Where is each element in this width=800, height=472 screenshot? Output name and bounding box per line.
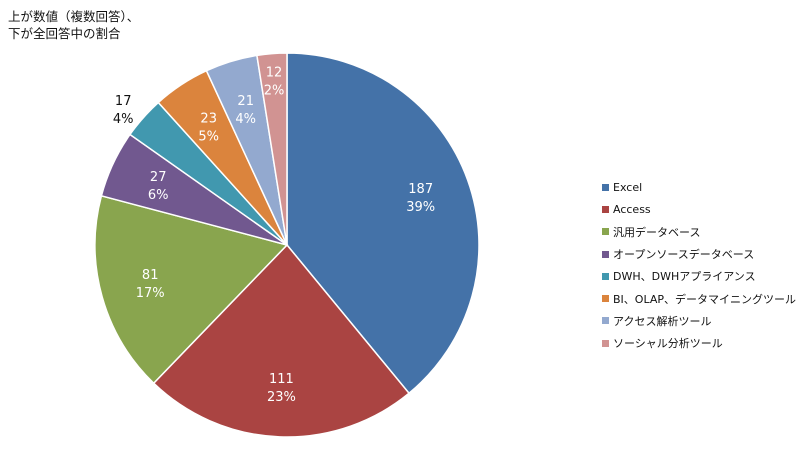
legend-label: 汎用データベース [613,225,701,239]
slice-value-label: 21 [237,94,254,109]
slice-value-label: 23 [200,111,217,126]
slice-value-label: 111 [269,372,294,387]
legend-label: アクセス解析ツール [613,314,712,328]
note-line-2: 下が全回答中の割合 [8,26,121,41]
legend-swatch [602,205,609,213]
legend-item: BI、OLAP、データマイニングツール [602,287,796,309]
legend-label: Access [613,202,651,216]
slice-value-label: 17 [115,94,132,109]
legend-label: BI、OLAP、データマイニングツール [613,292,796,306]
slice-percent-label: 2% [264,83,285,98]
legend-swatch [602,183,609,191]
legend-item: アクセス解析ツール [602,310,796,332]
slice-value-label: 12 [266,65,283,80]
note-line-1: 上が数値（複数回答）、 [8,9,140,24]
slice-percent-label: 39% [406,200,435,215]
legend-label: オープンソースデータベース [613,248,755,262]
slice-value-label: 81 [142,268,159,283]
pie-slice [152,243,411,438]
legend-label: Excel [613,180,643,194]
legend-item: 汎用データベース [602,221,796,243]
slice-percent-label: 4% [113,112,134,127]
legend-item: オープンソースデータベース [602,243,796,265]
pie-slice [94,194,289,385]
chart-note: 上が数値（複数回答）、 下が全回答中の割合 [8,8,139,42]
legend-item: DWH、DWHアプライアンス [602,265,796,287]
legend-swatch [602,272,609,280]
slice-percent-label: 6% [148,188,169,203]
slice-percent-label: 23% [267,390,296,405]
legend-item: Access [602,198,796,220]
legend-swatch [602,228,609,236]
legend-swatch [602,295,609,303]
legend-item: Excel [602,176,796,198]
pie-slice [286,52,480,395]
slice-percent-label: 4% [235,112,256,127]
slice-percent-label: 17% [136,286,165,301]
legend-label: DWH、DWHアプライアンス [613,270,756,284]
legend-item: ソーシャル分析ツール [602,332,796,354]
slice-value-label: 27 [150,170,167,185]
legend-swatch [602,317,609,325]
legend: Excel Access 汎用データベースオープンソースデータベース DWH、DWHア… [602,176,796,354]
legend-swatch [602,250,609,258]
legend-swatch [602,339,609,347]
legend-label: ソーシャル分析ツール [613,337,723,351]
slice-value-label: 187 [408,182,433,197]
pie-slice [256,52,288,246]
slice-percent-label: 5% [198,129,219,144]
